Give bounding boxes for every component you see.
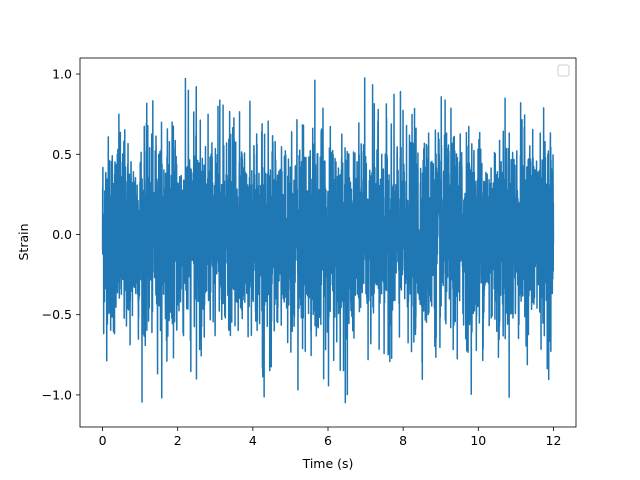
y-tick-label: 0.0 bbox=[52, 227, 72, 242]
x-axis-label: Time (s) bbox=[302, 456, 354, 471]
legend-box bbox=[557, 64, 570, 77]
y-tick-label: 1.0 bbox=[52, 67, 72, 82]
plot-area bbox=[101, 77, 555, 404]
x-tick-label: 2 bbox=[174, 433, 182, 448]
x-tick-label: 0 bbox=[99, 433, 107, 448]
y-tick-label: −1.0 bbox=[42, 387, 72, 402]
y-tick-label: 0.5 bbox=[52, 147, 72, 162]
x-tick-label: 8 bbox=[399, 433, 407, 448]
x-tick-label: 4 bbox=[249, 433, 257, 448]
x-tick-label: 6 bbox=[324, 433, 332, 448]
x-tick-label: 10 bbox=[470, 433, 486, 448]
x-axis-ticks: 0 2 4 6 8 10 12 bbox=[99, 427, 562, 448]
x-tick-label: 12 bbox=[546, 433, 562, 448]
y-tick-label: −0.5 bbox=[42, 307, 72, 322]
y-axis-ticks: 1.0 0.5 0.0 −0.5 −1.0 bbox=[42, 67, 80, 402]
strain-series-line bbox=[101, 77, 555, 404]
y-axis-label: Strain bbox=[16, 223, 31, 260]
